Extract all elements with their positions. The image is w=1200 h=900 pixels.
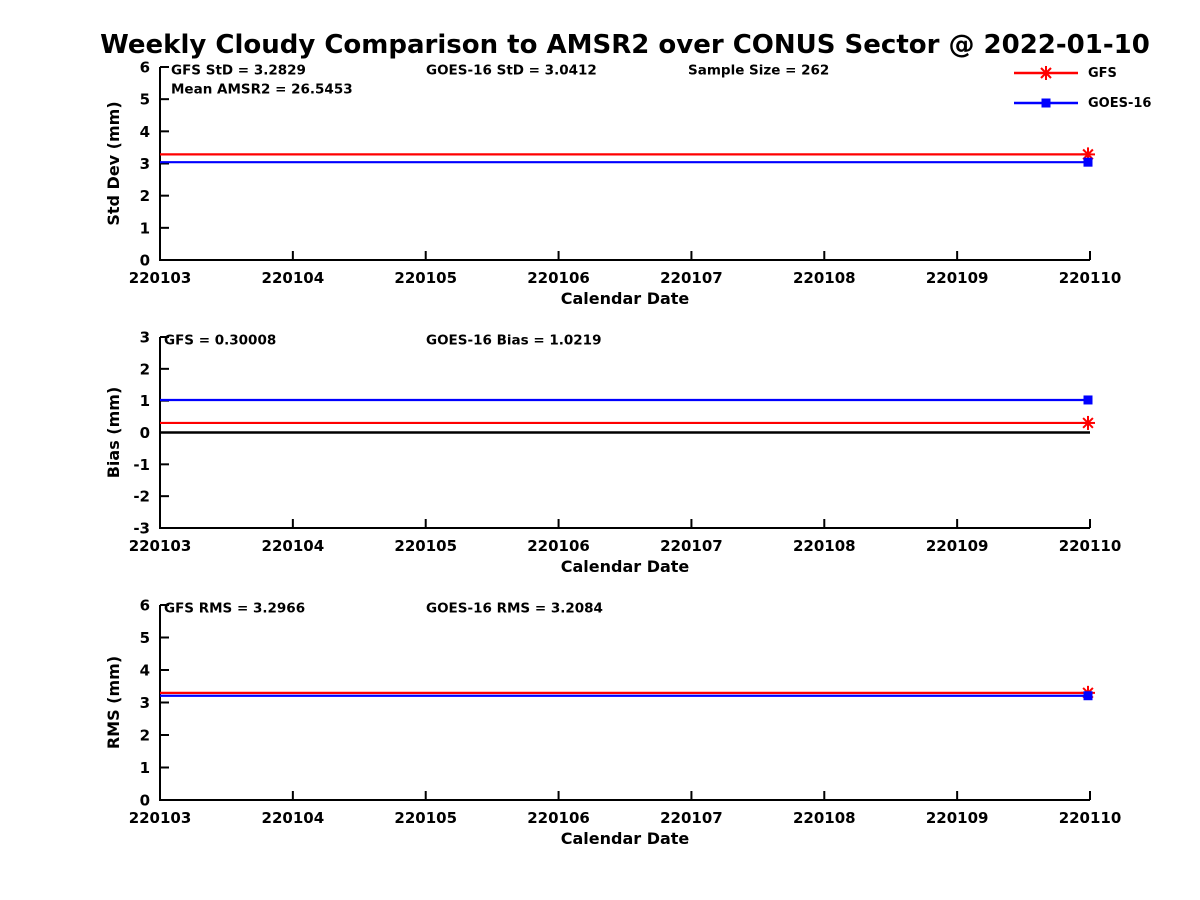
x-tick-label: 220103: [129, 809, 192, 827]
y-tick-label: 2: [140, 187, 150, 205]
x-tick-label: 220107: [660, 809, 723, 827]
x-tick-label: 220107: [660, 537, 723, 555]
series-gfs-asterisk-marker: [1082, 148, 1094, 161]
stat-annotation: GFS = 0.30008: [164, 333, 276, 349]
figure-title: Weekly Cloudy Comparison to AMSR2 over C…: [100, 30, 1150, 60]
y-tick-label: 2: [140, 727, 150, 745]
y-tick-label: 0: [140, 252, 150, 270]
y-tick-label: 5: [140, 91, 150, 109]
x-tick-label: 220108: [793, 809, 856, 827]
y-tick-label: -3: [133, 520, 150, 538]
y-tick-label: 3: [140, 155, 150, 173]
x-tick-label: 220105: [394, 537, 457, 555]
y-axis-label: Bias (mm): [104, 387, 123, 479]
subplot-std-dev: 0 1 2 3 4 5 6 220103 220104 220105 220106 220107 220…: [104, 59, 1121, 309]
y-tick-label: 2: [140, 360, 150, 378]
x-tick-label: 220103: [129, 269, 192, 287]
legend-item-goes16: GOES-16: [1013, 90, 1151, 116]
y-axis-label: Std Dev (mm): [104, 101, 123, 225]
legend-label-goes16: GOES-16: [1088, 95, 1152, 111]
x-tick-label: 220106: [527, 537, 590, 555]
series-gfs-asterisk-marker: [1082, 417, 1094, 429]
y-tick-label: 5: [140, 629, 150, 647]
x-tick-label: 220109: [926, 269, 989, 287]
stat-annotation: Mean AMSR2 = 26.5453: [171, 82, 353, 98]
series-goes-16-square-marker: [1083, 395, 1093, 405]
x-tick-label: 220106: [527, 269, 590, 287]
goes16-line-square-icon: [1014, 98, 1078, 108]
subplot-rms: 0 1 2 3 4 5 6 220103 220104 220105 220106 220107 220…: [104, 597, 1121, 849]
legend: GFS GOES-16: [1013, 60, 1151, 120]
x-tick-label: 220103: [129, 537, 192, 555]
x-tick-label: 220108: [793, 537, 856, 555]
y-tick-label: -2: [133, 488, 150, 506]
y-tick-label: 3: [140, 694, 150, 712]
x-tick-label: 220110: [1059, 537, 1122, 555]
x-tick-label: 220104: [262, 809, 325, 827]
stat-annotation: Sample Size = 262: [688, 63, 829, 79]
y-tick-label: 0: [140, 792, 150, 810]
y-tick-label: 1: [140, 392, 150, 410]
series-goes-16-square-marker: [1083, 157, 1093, 167]
x-tick-label: 220104: [262, 537, 325, 555]
y-tick-label: 4: [140, 662, 150, 680]
x-tick-label: 220105: [394, 809, 457, 827]
stat-annotation: GOES-16 Bias = 1.0219: [426, 333, 601, 349]
stat-annotation: GOES-16 RMS = 3.2084: [426, 601, 603, 617]
stat-annotation: GFS RMS = 3.2966: [164, 601, 305, 617]
x-axis-label: Calendar Date: [561, 829, 690, 848]
x-tick-label: 220105: [394, 269, 457, 287]
x-tick-label: 220104: [262, 269, 325, 287]
gfs-line-asterisk-icon: [1014, 66, 1078, 80]
x-tick-label: 220109: [926, 809, 989, 827]
x-tick-label: 220110: [1059, 269, 1122, 287]
stat-annotation: GFS StD = 3.2829: [171, 63, 306, 79]
y-tick-label: 4: [140, 123, 150, 141]
y-tick-label: 1: [140, 759, 150, 777]
y-axis-label: RMS (mm): [104, 656, 123, 749]
x-tick-label: 220109: [926, 537, 989, 555]
x-tick-label: 220110: [1059, 809, 1122, 827]
y-tick-label: 0: [140, 424, 150, 442]
x-tick-label: 220106: [527, 809, 590, 827]
x-tick-label: 220108: [793, 269, 856, 287]
y-tick-label: 3: [140, 329, 150, 347]
y-tick-label: 6: [140, 59, 150, 77]
x-axis-label: Calendar Date: [561, 289, 690, 308]
y-tick-label: -1: [133, 456, 150, 474]
series-goes-16-square-marker: [1083, 691, 1093, 701]
y-tick-label: 1: [140, 219, 150, 237]
y-tick-label: 6: [140, 597, 150, 615]
x-tick-label: 220107: [660, 269, 723, 287]
x-axis-label: Calendar Date: [561, 557, 690, 576]
legend-label-gfs: GFS: [1088, 65, 1117, 81]
subplot-bias: -3 -2 -1 0 1 2 3 220103 220104 220105 220106 220107…: [104, 329, 1121, 577]
legend-item-gfs: GFS: [1013, 60, 1151, 86]
stat-annotation: GOES-16 StD = 3.0412: [426, 63, 597, 79]
